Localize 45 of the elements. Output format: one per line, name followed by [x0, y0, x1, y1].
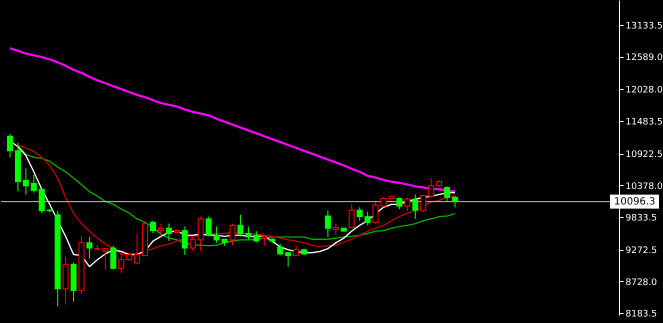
candlestick — [22, 168, 29, 195]
candlestick — [404, 196, 410, 212]
candlestick — [332, 223, 339, 235]
candlestick — [285, 252, 292, 268]
candlestick — [348, 204, 355, 229]
y-tick-label: 8728.0 — [626, 278, 658, 288]
candlestick — [396, 196, 402, 210]
y-tick-label: 9272.5 — [626, 246, 657, 256]
candlestick — [230, 223, 236, 246]
y-tick-label: 12028.0 — [626, 86, 663, 96]
candlestick — [237, 214, 244, 237]
y-tick-label: 9833.5 — [626, 213, 657, 224]
candlestick — [6, 133, 13, 158]
ref-line-label: 10096.3 — [614, 196, 656, 208]
candlestick — [380, 196, 387, 208]
candlestick — [372, 202, 379, 224]
y-tick-label: 12589.0 — [626, 53, 663, 64]
candlestick — [182, 226, 188, 256]
candlestick — [214, 226, 220, 244]
candlestick — [364, 211, 371, 226]
candlestick — [261, 234, 268, 246]
candlestick — [452, 196, 458, 208]
candlestick — [444, 186, 450, 202]
y-tick-label: 8183.5 — [626, 310, 657, 320]
candlestick — [86, 236, 92, 260]
y-tick-label: 13133.5 — [626, 21, 663, 32]
candlestick — [277, 243, 284, 256]
y-tick-label: 10378.0 — [626, 182, 663, 192]
candlestick — [412, 194, 418, 220]
y-tick-label: 10922.5 — [626, 150, 663, 160]
candlestick — [158, 223, 164, 237]
candlestick — [134, 232, 140, 264]
candlestick — [110, 245, 116, 270]
y-tick-label: 11483.5 — [626, 117, 663, 128]
candlestick — [102, 248, 108, 270]
candlestick — [245, 226, 252, 240]
candlestick — [253, 230, 260, 243]
candlestick — [206, 216, 212, 237]
candlestick — [150, 220, 156, 234]
candlestick — [293, 245, 300, 256]
candlestick — [30, 174, 37, 194]
candlestick — [166, 223, 172, 242]
candlestick — [356, 206, 363, 222]
candlestick — [118, 252, 124, 274]
candlestick — [324, 210, 331, 238]
